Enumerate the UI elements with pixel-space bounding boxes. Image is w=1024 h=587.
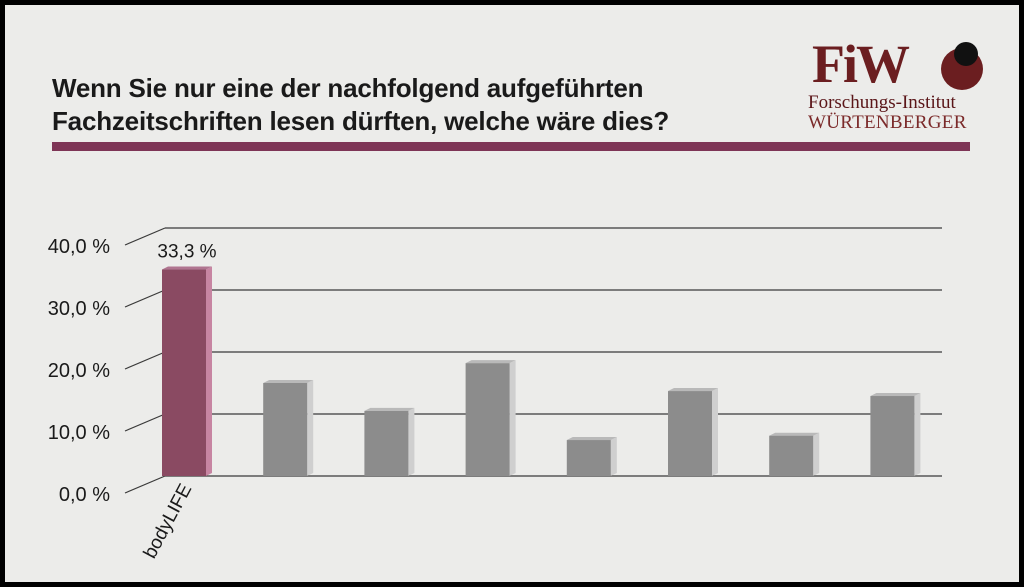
- bar-top: [465, 360, 516, 364]
- gridline-diagonal: [124, 289, 166, 308]
- bar-side: [307, 380, 314, 476]
- bar: [668, 391, 712, 476]
- y-tick-label: 40,0 %: [48, 236, 110, 258]
- bar: [364, 410, 409, 476]
- bar: [263, 383, 308, 476]
- y-tick-label: 0,0 %: [59, 484, 110, 506]
- bar-top: [162, 266, 212, 270]
- logo-dot-icon: [954, 42, 978, 66]
- bar: [465, 363, 510, 476]
- bar-side: [712, 388, 718, 476]
- bar: [769, 435, 814, 476]
- logo-line-1: Forschungs-Institut: [808, 92, 956, 113]
- y-tick-label: 20,0 %: [48, 360, 110, 382]
- gridline-diagonal: [124, 475, 166, 494]
- bar-side: [813, 432, 820, 476]
- bar-side: [408, 407, 415, 476]
- data-label: 33,3 %: [157, 242, 216, 263]
- chart-title: Wenn Sie nur eine der nachfolgend aufgef…: [52, 72, 772, 138]
- bar-top: [870, 393, 921, 397]
- title-line-1: Wenn Sie nur eine der nachfolgend aufgef…: [52, 73, 644, 103]
- y-tick-label: 10,0 %: [48, 422, 110, 444]
- title-underline: [52, 142, 970, 151]
- bar: [162, 269, 206, 476]
- bar: [870, 396, 915, 476]
- gridline-diagonal: [124, 413, 166, 432]
- y-tick-label: 30,0 %: [48, 298, 110, 320]
- bar-top: [668, 388, 718, 392]
- bar-side: [610, 437, 617, 476]
- title-line-2: Fachzeitschriften lesen dürften, welche …: [52, 106, 670, 136]
- bar-top: [769, 432, 820, 436]
- bar-side: [914, 393, 921, 476]
- bar-side: [206, 266, 212, 476]
- fiw-logo: FiW Forschungs-Institut WÜRTENBERGER: [808, 34, 988, 136]
- gridline-diagonal: [124, 227, 166, 246]
- logo-mark: FiW: [812, 34, 910, 94]
- bar-top: [263, 380, 314, 383]
- x-tick-label: bodyLIFE: [140, 480, 197, 562]
- bar: [566, 440, 611, 476]
- logo-line-2: WÜRTENBERGER: [808, 112, 967, 133]
- bar-side: [509, 360, 516, 476]
- bar-top: [364, 407, 415, 411]
- bar-top: [566, 437, 617, 441]
- gridline-diagonal: [124, 351, 166, 370]
